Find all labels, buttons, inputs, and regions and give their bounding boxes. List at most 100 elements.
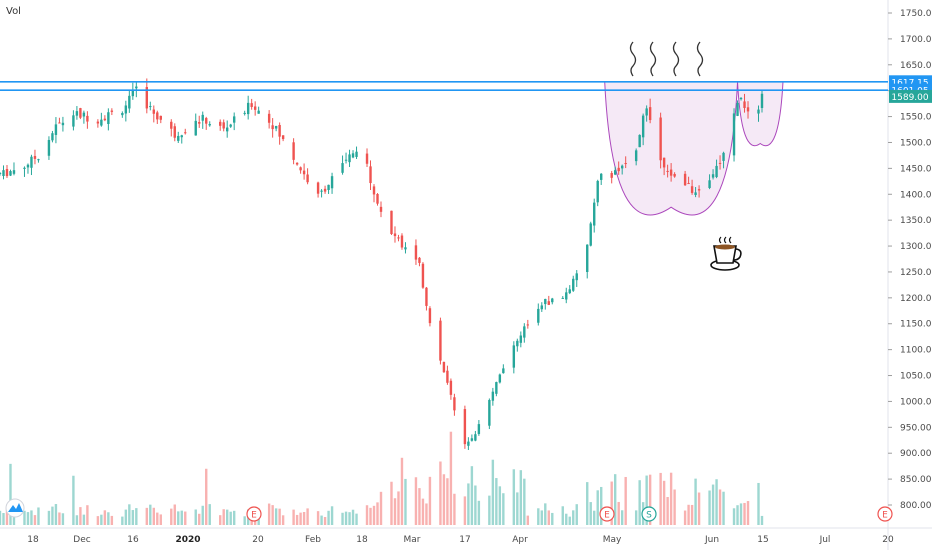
candle-body[interactable] [145, 87, 149, 109]
candle-body[interactable] [58, 122, 61, 124]
candle-body[interactable] [477, 424, 481, 434]
candle-body[interactable] [201, 114, 204, 121]
candle-body[interactable] [537, 308, 540, 323]
candle-body[interactable] [327, 184, 330, 191]
candle-body[interactable] [687, 183, 690, 185]
candle-body[interactable] [488, 399, 491, 426]
candle-body[interactable] [641, 115, 645, 138]
candle-body[interactable] [320, 190, 323, 192]
candle-body[interactable] [428, 308, 432, 324]
candle-body[interactable] [638, 134, 641, 148]
candle-body[interactable] [467, 441, 470, 446]
candle-body[interactable] [26, 164, 30, 168]
candle-body[interactable] [351, 153, 355, 158]
candle-body[interactable] [645, 108, 648, 116]
candle-body[interactable] [453, 397, 456, 411]
cup-shape[interactable] [604, 81, 739, 216]
candle-body[interactable] [267, 113, 271, 123]
candle-body[interactable] [572, 278, 575, 291]
event-marker[interactable] [246, 506, 262, 522]
candle-body[interactable] [547, 301, 550, 305]
candle-body[interactable] [271, 125, 274, 130]
candle-body[interactable] [348, 154, 351, 163]
candle-body[interactable] [82, 112, 86, 117]
candle-body[interactable] [124, 105, 128, 114]
candle-body[interactable] [690, 186, 694, 193]
candle-body[interactable] [2, 170, 5, 177]
candle-body[interactable] [208, 124, 211, 126]
candle-body[interactable] [736, 102, 739, 116]
candle-body[interactable] [746, 107, 750, 112]
candle-body[interactable] [760, 93, 764, 108]
candle-body[interactable] [121, 113, 124, 116]
candle-body[interactable] [369, 166, 372, 184]
candle-body[interactable] [51, 133, 54, 141]
handle-shape[interactable] [737, 81, 784, 147]
candle-body[interactable] [292, 142, 295, 160]
candle-body[interactable] [617, 167, 620, 172]
candle-body[interactable] [526, 324, 530, 326]
candle-body[interactable] [400, 235, 404, 248]
candle-body[interactable] [718, 162, 722, 164]
candle-body[interactable] [743, 101, 746, 108]
candle-body[interactable] [551, 298, 554, 303]
candle-body[interactable] [397, 237, 400, 239]
candle-body[interactable] [442, 361, 446, 373]
candle-body[interactable] [683, 173, 687, 186]
candle-body[interactable] [365, 153, 369, 164]
candle-body[interactable] [568, 289, 571, 294]
candle-body[interactable] [37, 159, 40, 161]
candle-body[interactable] [198, 122, 201, 124]
candle-body[interactable] [561, 297, 564, 299]
candle-body[interactable] [96, 121, 100, 124]
event-marker[interactable] [641, 506, 657, 522]
candle-body[interactable] [474, 434, 477, 441]
candle-body[interactable] [732, 113, 736, 156]
candle-body[interactable] [715, 165, 718, 178]
candle-body[interactable] [708, 180, 711, 188]
candle-body[interactable] [253, 106, 257, 110]
candle-body[interactable] [624, 163, 627, 165]
candle-body[interactable] [302, 170, 306, 175]
candle-body[interactable] [596, 180, 599, 203]
candle-body[interactable] [47, 139, 51, 156]
candle-body[interactable] [295, 162, 299, 165]
candle-body[interactable] [243, 112, 246, 114]
candle-body[interactable] [281, 135, 285, 140]
candle-body[interactable] [61, 122, 65, 126]
candle-body[interactable] [170, 121, 173, 129]
candle-body[interactable] [110, 110, 114, 112]
candle-body[interactable] [250, 103, 253, 107]
candle-body[interactable] [393, 233, 397, 237]
candle-body[interactable] [355, 151, 358, 157]
candle-body[interactable] [229, 124, 232, 127]
candle-body[interactable] [177, 135, 180, 141]
candle-body[interactable] [159, 115, 162, 120]
candle-body[interactable] [600, 173, 603, 180]
candle-body[interactable] [495, 382, 498, 394]
candle-body[interactable] [323, 188, 327, 192]
candle-body[interactable] [439, 320, 442, 361]
candle-body[interactable] [330, 176, 334, 189]
candle-body[interactable] [316, 182, 320, 194]
candle-body[interactable] [135, 86, 138, 89]
candle-body[interactable] [390, 210, 393, 235]
candle-body[interactable] [648, 107, 652, 121]
candle-body[interactable] [446, 370, 449, 383]
event-marker[interactable] [877, 506, 893, 522]
candle-body[interactable] [739, 97, 743, 100]
candle-body[interactable] [226, 127, 229, 132]
candle-body[interactable] [156, 112, 159, 120]
candle-body[interactable] [194, 120, 197, 136]
candle-body[interactable] [669, 169, 673, 176]
candle-body[interactable] [341, 163, 344, 173]
candle-body[interactable] [180, 135, 183, 138]
candle-body[interactable] [372, 186, 376, 195]
candle-body[interactable] [205, 118, 208, 124]
candle-body[interactable] [666, 170, 669, 172]
candle-body[interactable] [278, 124, 281, 137]
candle-body[interactable] [30, 156, 33, 168]
candle-body[interactable] [449, 380, 453, 395]
candle-body[interactable] [103, 118, 107, 121]
